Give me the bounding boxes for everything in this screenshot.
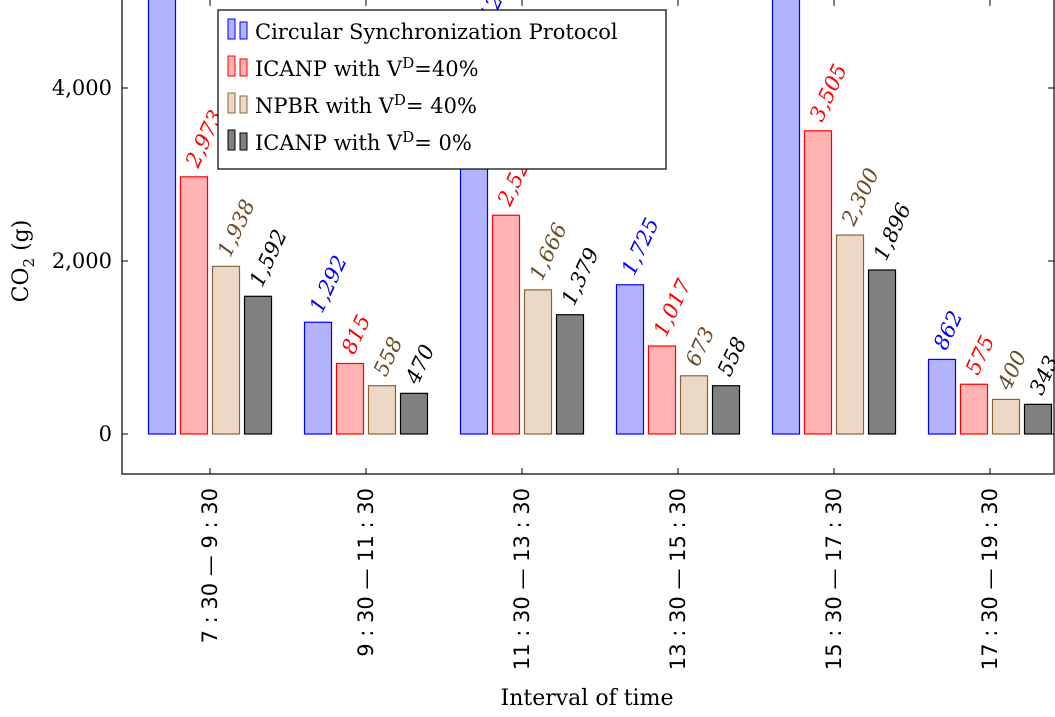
y-axis-title: CO2 (g)	[9, 220, 38, 303]
bar	[679, 375, 709, 435]
bar	[991, 398, 1021, 435]
legend-swatch	[239, 95, 248, 114]
data-label: 1,017	[649, 275, 696, 340]
bar	[615, 284, 645, 435]
data-label: 1,896	[869, 199, 916, 264]
data-label: 575	[961, 332, 1000, 378]
axis-ticks	[122, 0, 1054, 474]
legend-swatch	[227, 129, 236, 151]
data-label: 3,505	[805, 60, 852, 125]
bar	[303, 321, 333, 435]
data-label: 558	[369, 333, 408, 379]
bar	[867, 269, 897, 435]
category-labels: 7 : 30 — 9 : 30 9 : 30 — 11 : 30 11 : 30 —…	[198, 488, 1002, 670]
bars	[147, 0, 1053, 435]
data-label: 1,666	[525, 219, 572, 284]
bar	[555, 314, 585, 435]
bar	[179, 176, 209, 435]
bar	[927, 358, 957, 435]
data-label: 815	[337, 311, 376, 357]
bar	[211, 265, 241, 435]
legend: Circular Synchronization Protocol ICANP w…	[217, 9, 667, 170]
bar	[523, 289, 553, 435]
legend-label: NPBR with VD= 40%	[255, 91, 477, 118]
bar	[491, 214, 521, 435]
legend-swatch	[227, 55, 236, 77]
bar	[243, 295, 273, 435]
data-label: 2,300	[836, 165, 884, 231]
y-tick-label: 0	[99, 422, 112, 446]
data-label: 470	[400, 341, 439, 388]
bar	[959, 383, 989, 435]
legend-swatch	[239, 21, 248, 40]
data-label: 862	[929, 307, 968, 353]
data-label: 1,292	[305, 252, 352, 317]
legend-box	[217, 9, 667, 170]
category-label: 15 : 30 — 17 : 30	[822, 488, 846, 670]
category-label: 11 : 30 — 13 : 30	[510, 488, 534, 670]
legend-swatch	[227, 92, 236, 114]
bar	[711, 385, 741, 435]
category-label: 9 : 30 — 11 : 30	[354, 488, 378, 657]
bar	[771, 0, 801, 435]
bar	[647, 345, 677, 435]
legend-swatch	[239, 58, 248, 77]
x-axis-title: Interval of time	[501, 686, 674, 711]
bar	[803, 130, 833, 435]
legend-swatch	[239, 132, 248, 151]
bar	[367, 385, 397, 435]
bar	[335, 362, 365, 435]
y-tick-label: 4,000	[52, 76, 112, 100]
plot-frame	[121, 0, 1055, 475]
bar	[399, 392, 429, 435]
category-label: 7 : 30 — 9 : 30	[198, 488, 222, 643]
legend-swatch	[227, 18, 236, 40]
legend-label: Circular Synchronization Protocol	[255, 20, 618, 44]
data-label: 1,592	[245, 226, 292, 291]
legend-label: ICANP with VD=40%	[255, 54, 479, 81]
data-label: 1,725	[617, 214, 664, 279]
legend-label: ICANP with VD= 0%	[255, 128, 472, 155]
data-label: 1,379	[557, 244, 604, 309]
category-label: 13 : 30 — 15 : 30	[666, 488, 690, 670]
y-tick-label: 2,000	[52, 249, 112, 273]
bar	[1023, 403, 1053, 435]
data-label: 673	[681, 323, 720, 369]
data-label: 1,938	[213, 196, 260, 261]
bar	[147, 0, 177, 435]
category-label: 17 : 30 — 19 : 30	[978, 488, 1002, 670]
data-label: 558	[713, 333, 752, 379]
bar	[835, 234, 865, 435]
